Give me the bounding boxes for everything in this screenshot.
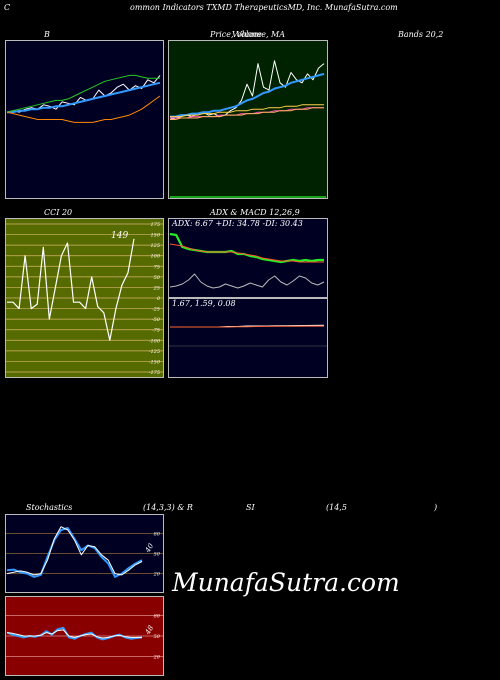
header-c: C <box>4 3 11 12</box>
cci-tick-label: -125 <box>149 349 160 355</box>
adx-series-2 <box>169 273 325 289</box>
cci-tick-label: -175 <box>149 370 160 376</box>
cci-tick-label: 125 <box>150 243 160 249</box>
stoch-series-1 <box>6 526 143 576</box>
cci-chart: 175 150 125 100 75 50 25 0 -25 -50 -75 -100 -125 -150… <box>5 218 164 378</box>
stoch-tick-label: 20 <box>153 572 161 578</box>
rsi-chart: 80 50 20 <box>5 596 164 676</box>
cci-tick-label: 75 <box>154 264 160 270</box>
cci-tick-label: -50 <box>152 317 161 323</box>
bollinger-title-left: B <box>44 30 50 39</box>
cci-title: CCI 20 <box>44 208 73 217</box>
cci-tick-label: 100 <box>150 254 160 260</box>
bollinger-series-1 <box>7 81 161 114</box>
rsi-title: SI <box>246 503 255 512</box>
cci-value-label: 149 <box>111 231 129 241</box>
bollinger-background <box>5 40 164 199</box>
price-background <box>168 40 328 199</box>
price-series-2 <box>170 104 324 118</box>
cci-tick-label: -75 <box>152 328 160 334</box>
cci-tick-label: 150 <box>150 233 160 239</box>
stoch-title: Stochastics <box>26 503 73 512</box>
bollinger-series-0 <box>6 75 161 113</box>
page-title: ommon Indicators TXMD TherapeuticsMD, In… <box>130 3 398 12</box>
rsi-close: ) <box>434 503 438 512</box>
macd-chart <box>168 298 328 378</box>
cci-tick-label: -150 <box>149 359 161 365</box>
stoch-tick-label: 50 <box>154 552 161 558</box>
cci-tick-label: 50 <box>154 275 161 281</box>
stoch-params: (14,3,3) & R <box>143 503 193 512</box>
cci-tick-label: 0 <box>157 296 161 302</box>
bollinger-title-right: Bands 20,2 <box>398 30 444 39</box>
stoch-chart: 80 50 20 <box>5 514 164 593</box>
watermark: MunafaSutra.com <box>172 568 400 597</box>
rsi-tick-label: 50 <box>154 634 161 640</box>
bollinger-series-3 <box>6 95 161 123</box>
rsi-series-1 <box>6 629 142 639</box>
adx-title: ADX & MACD 12,26,9 <box>210 208 300 217</box>
rsi-params: (14,5 <box>326 503 347 512</box>
cci-tick-label: -25 <box>152 307 160 313</box>
cci-tick-label: -100 <box>149 338 161 344</box>
adx-series-1 <box>169 243 324 263</box>
price-series-1 <box>170 72 325 118</box>
price-title: Price, Volume, MA <box>210 30 286 39</box>
price-chart <box>168 40 328 199</box>
price-series-4 <box>170 107 324 120</box>
cci-tick-label: 175 <box>150 222 160 228</box>
cci-series-0 <box>7 238 135 341</box>
rsi-tick-label: 20 <box>153 654 161 660</box>
macd-background <box>168 298 328 378</box>
adx-background <box>168 218 328 298</box>
macd-series-1 <box>170 325 324 328</box>
cci-tick-label: 25 <box>153 285 160 291</box>
price-title-overlap: Volume <box>232 30 262 39</box>
macd-values-label: 1.67, 1.59, 0.08 <box>172 299 236 308</box>
bollinger-series-2 <box>6 74 160 113</box>
stoch-tick-label: 80 <box>154 531 161 537</box>
adx-values-label: ADX: 6.67 +DI: 34.78 -DI: 30.43 <box>172 219 303 228</box>
rsi-tick-label: 80 <box>154 614 161 620</box>
bollinger-chart <box>5 40 164 199</box>
adx-chart <box>168 218 328 298</box>
